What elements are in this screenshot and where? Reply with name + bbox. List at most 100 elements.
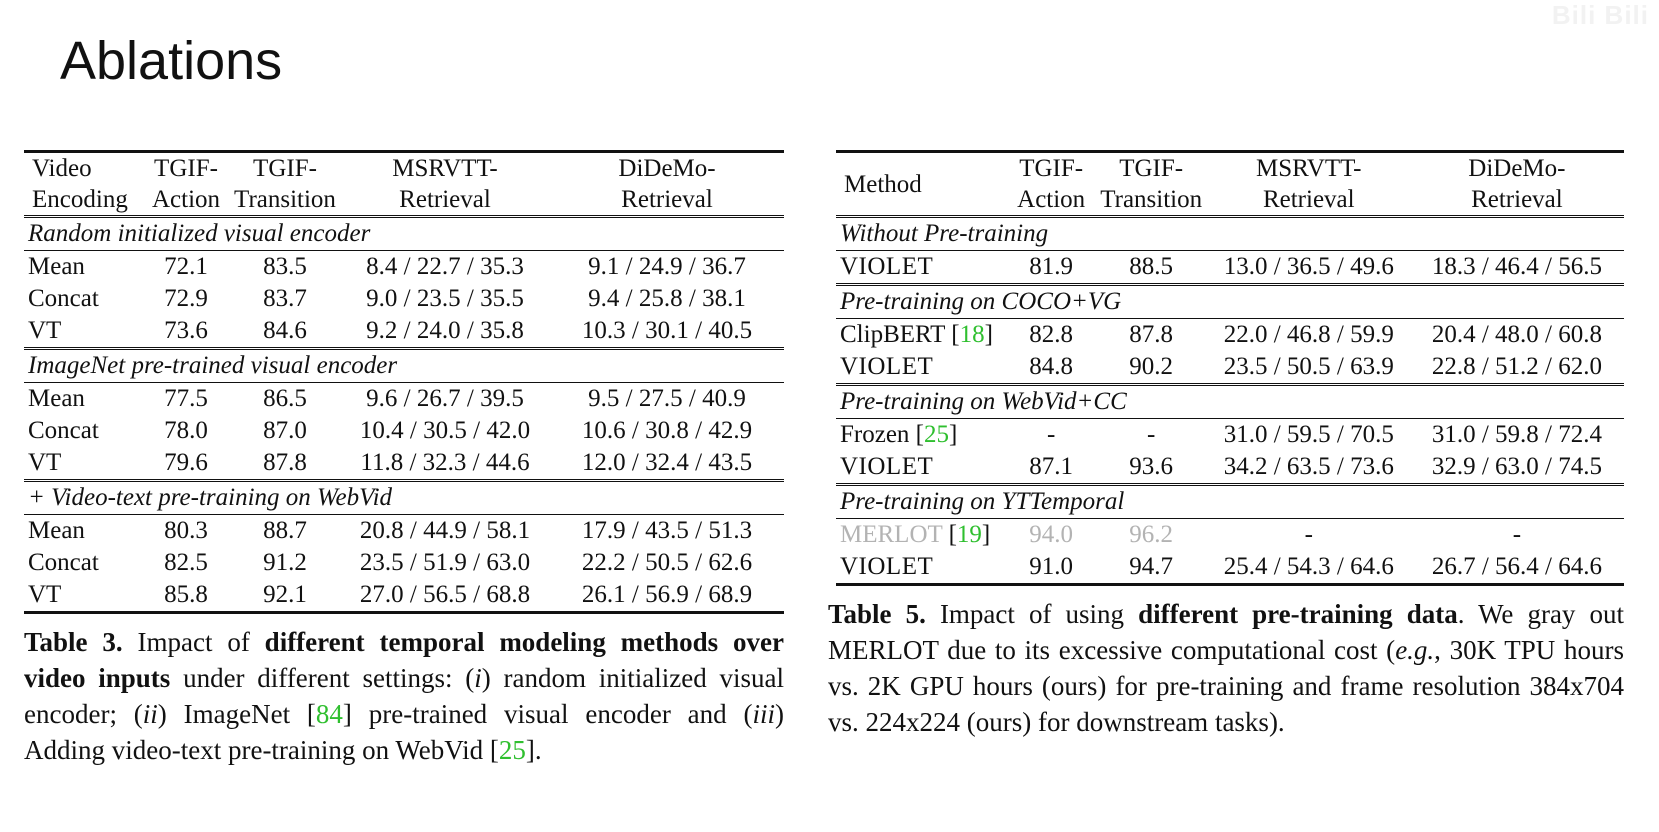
table-row: Concat 72.9 83.7 9.0 / 23.5 / 35.5 9.4 /… bbox=[24, 283, 784, 315]
row-method: Frozen [25] bbox=[836, 418, 1008, 451]
header-didemo-retrieval: DiDeMo- Retrieval bbox=[1409, 150, 1624, 217]
table-row: Mean 80.3 88.7 20.8 / 44.9 / 58.1 17.9 /… bbox=[24, 514, 784, 547]
header-line: Retrieval bbox=[399, 186, 491, 213]
header-line: Action bbox=[151, 186, 221, 213]
cell-value: 87.0 bbox=[263, 417, 307, 444]
cell-value: 92.1 bbox=[230, 579, 340, 614]
group-title: Random initialized visual encoder bbox=[24, 215, 784, 251]
caption-text: Impact of using bbox=[939, 599, 1125, 629]
cell-value: 87.8 bbox=[263, 449, 307, 476]
citation-link[interactable]: 25 bbox=[924, 421, 949, 448]
cell-value: 9.0 / 23.5 / 35.5 bbox=[366, 285, 524, 312]
cell-value: 10.6 / 30.8 / 42.9 bbox=[581, 417, 753, 444]
row-method: VIOLET bbox=[840, 453, 934, 480]
caption-text: under different settings: ( bbox=[183, 663, 475, 693]
header-tgif-transition: TGIF- Transition bbox=[1094, 150, 1208, 217]
caption-text: . We gray out MERLOT due to its excessiv… bbox=[828, 599, 1625, 665]
cell-value: 84.6 bbox=[263, 317, 307, 344]
cell-value: 12.0 / 32.4 / 43.5 bbox=[581, 449, 753, 476]
header-line: TGIF- bbox=[253, 155, 317, 182]
cell-value: 9.1 / 24.9 / 36.7 bbox=[550, 250, 784, 283]
row-method: VIOLET bbox=[836, 250, 1008, 285]
citation-link[interactable]: 25 bbox=[498, 735, 526, 765]
table-row: VT 85.8 92.1 27.0 / 56.5 / 68.8 26.1 / 5… bbox=[24, 579, 784, 614]
caption-italic: ii bbox=[142, 699, 158, 729]
table-group-coco-vg: Pre-training on COCO+VG ClipBERT [18] 82… bbox=[836, 283, 1624, 385]
table-row: Mean 77.5 86.5 9.6 / 26.7 / 39.5 9.5 / 2… bbox=[24, 382, 784, 415]
cell-value: 10.4 / 30.5 / 42.0 bbox=[359, 417, 531, 444]
citation-link[interactable]: 84 bbox=[315, 699, 343, 729]
cell-value: 88.7 bbox=[230, 514, 340, 547]
cell-value: 22.2 / 50.5 / 62.6 bbox=[581, 549, 753, 576]
table-row: VT 79.6 87.8 11.8 / 32.3 / 44.6 12.0 / 3… bbox=[24, 447, 784, 481]
table-row: Concat 78.0 87.0 10.4 / 30.5 / 42.0 10.6… bbox=[24, 415, 784, 447]
cell-value: 79.6 bbox=[164, 449, 208, 476]
method-name: MERLOT bbox=[840, 521, 943, 548]
cell-value: 22.0 / 46.8 / 59.9 bbox=[1207, 318, 1410, 351]
caption-emphasis: different temporal modeling methods over… bbox=[24, 627, 785, 693]
caption-label: Table 5. bbox=[828, 599, 926, 629]
caption-italic: iii bbox=[752, 699, 775, 729]
citation-link[interactable]: 19 bbox=[956, 521, 982, 548]
header-line: Transition bbox=[234, 186, 336, 213]
cell-value: 81.9 bbox=[1007, 250, 1095, 285]
table-group-imagenet: ImageNet pre-trained visual encoder Mean… bbox=[24, 347, 784, 481]
row-method: Concat bbox=[28, 549, 99, 576]
group-title: + Video-text pre-training on WebVid bbox=[24, 479, 784, 515]
cell-value: 9.4 / 25.8 / 38.1 bbox=[588, 285, 746, 312]
table-row: VIOLET 84.8 90.2 23.5 / 50.5 / 63.9 22.8… bbox=[836, 351, 1624, 385]
cell-value: 9.6 / 26.7 / 39.5 bbox=[340, 382, 550, 415]
cell-value: 83.5 bbox=[230, 250, 340, 283]
cell-value: 26.1 / 56.9 / 68.9 bbox=[550, 579, 784, 614]
cell-value: 91.2 bbox=[263, 549, 307, 576]
row-method: VT bbox=[28, 449, 62, 476]
citation-link[interactable]: 18 bbox=[959, 321, 985, 348]
cell-value: 11.8 / 32.3 / 44.6 bbox=[360, 449, 530, 476]
cell-value: 94.7 bbox=[1094, 551, 1208, 586]
cell-value: 34.2 / 63.5 / 73.6 bbox=[1223, 453, 1394, 480]
caption-text: ]. bbox=[525, 735, 542, 765]
cell-value: 73.6 bbox=[164, 317, 208, 344]
row-method: VT bbox=[28, 317, 62, 344]
cell-value: 87.1 bbox=[1029, 453, 1074, 480]
header-tgif-transition: TGIF- Transition bbox=[230, 150, 340, 217]
cell-value: 20.4 / 48.0 / 60.8 bbox=[1409, 318, 1624, 351]
cell-value: 8.4 / 22.7 / 35.3 bbox=[340, 250, 550, 283]
method-name: ClipBERT bbox=[840, 321, 946, 348]
cell-value: 72.1 bbox=[142, 250, 230, 283]
cell-value: 31.0 / 59.8 / 72.4 bbox=[1409, 418, 1624, 451]
row-method: ClipBERT [18] bbox=[836, 318, 1008, 351]
header-line: Video bbox=[32, 155, 92, 182]
header-line: DiDeMo- bbox=[1468, 155, 1566, 182]
header-tgif-action: TGIF- Action bbox=[1007, 150, 1095, 217]
group-title: Pre-training on YTTemporal bbox=[836, 483, 1624, 519]
cell-value: 13.0 / 36.5 / 49.6 bbox=[1207, 250, 1410, 285]
cell-value: 88.5 bbox=[1094, 250, 1208, 285]
table-row: MERLOT [19] 94.0 96.2 - - bbox=[836, 518, 1624, 551]
table-3: Video Encoding TGIF- Action TGIF- Transi… bbox=[24, 150, 784, 614]
header-line: DiDeMo- bbox=[618, 155, 716, 182]
cell-value: 10.3 / 30.1 / 40.5 bbox=[581, 317, 753, 344]
header-msrvtt-retrieval: MSRVTT- Retrieval bbox=[1207, 150, 1410, 217]
table-3-caption: Table 3. Impact of different temporal mo… bbox=[24, 624, 784, 768]
cell-value: 85.8 bbox=[142, 579, 230, 614]
cell-value: - bbox=[1409, 518, 1624, 551]
watermark-logo: Bili Bili bbox=[1551, 0, 1649, 30]
table-row: Concat 82.5 91.2 23.5 / 51.9 / 63.0 22.2… bbox=[24, 547, 784, 579]
group-title: Without Pre-training bbox=[836, 215, 1624, 251]
cell-value: - bbox=[1007, 418, 1095, 451]
cell-value: 9.5 / 27.5 / 40.9 bbox=[550, 382, 784, 415]
cell-value: 86.5 bbox=[230, 382, 340, 415]
group-title: ImageNet pre-trained visual encoder bbox=[24, 347, 784, 383]
table-group-webvid: + Video-text pre-training on WebVid Mean… bbox=[24, 479, 784, 614]
caption-emphasis: different pre-training data bbox=[1138, 599, 1458, 629]
cell-value: 26.7 / 56.4 / 64.6 bbox=[1409, 551, 1624, 586]
row-method: Mean bbox=[24, 250, 142, 283]
table-5: Method TGIF- Action TGIF- Transition MSR… bbox=[836, 150, 1624, 586]
header-line: TGIF- bbox=[1119, 155, 1184, 182]
table-5-panel: Method TGIF- Action TGIF- Transition MSR… bbox=[828, 150, 1624, 740]
row-method: VIOLET bbox=[836, 551, 1008, 586]
cell-value: 93.6 bbox=[1129, 453, 1174, 480]
cell-value: 31.0 / 59.5 / 70.5 bbox=[1207, 418, 1410, 451]
header-line: MSRVTT- bbox=[1256, 155, 1362, 182]
